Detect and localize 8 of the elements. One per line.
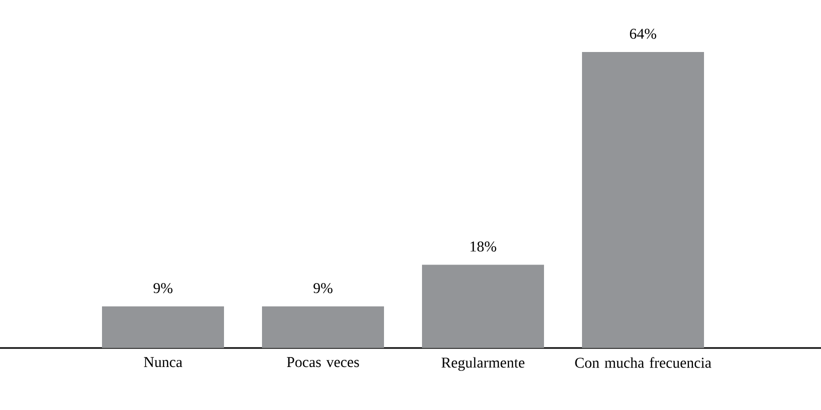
data-label: 64% <box>630 28 656 39</box>
data-label: 18% <box>470 241 496 252</box>
data-label: 9% <box>154 283 172 294</box>
x-tick-label: Con mucha frecuencia <box>575 357 712 368</box>
data-label: 9% <box>314 283 332 294</box>
x-tick-label: Pocas veces <box>286 357 359 368</box>
x-tick-label: Regularmente <box>442 357 524 371</box>
x-tick-label: Nunca <box>144 357 182 368</box>
